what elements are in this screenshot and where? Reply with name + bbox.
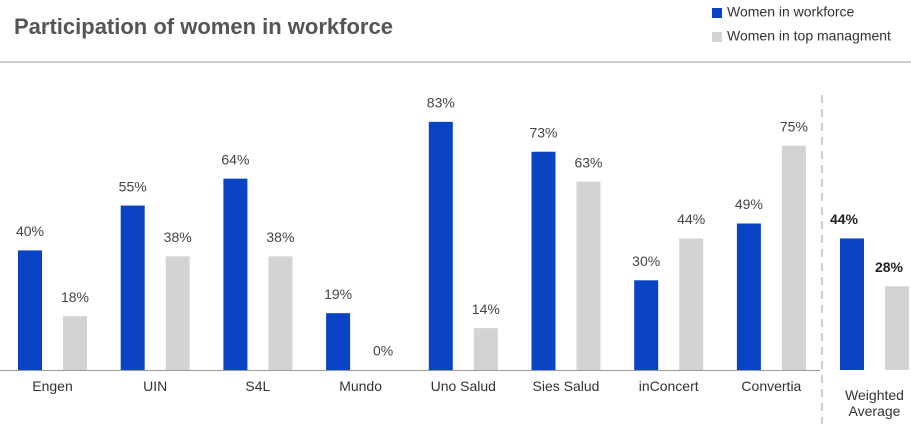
bar xyxy=(165,256,190,370)
bar xyxy=(268,256,293,370)
data-label: 49% xyxy=(735,196,763,212)
legend-swatch xyxy=(712,8,722,18)
data-label: 44% xyxy=(830,211,859,227)
data-label: 44% xyxy=(677,211,705,227)
x-tick-label: Sies Salud xyxy=(532,378,600,394)
data-label: 40% xyxy=(16,223,44,239)
data-label: 14% xyxy=(472,301,500,317)
data-label: 55% xyxy=(119,178,147,194)
bar xyxy=(326,313,351,370)
x-tick-label: Engen xyxy=(32,378,73,394)
x-tick-label: Weighted Average xyxy=(845,387,904,419)
bar xyxy=(473,328,498,370)
data-label: 63% xyxy=(574,154,602,170)
bar xyxy=(885,286,909,370)
data-label: 64% xyxy=(221,151,249,167)
x-tick-label: inConcert xyxy=(638,378,699,394)
data-label: 75% xyxy=(780,118,808,134)
legend-label: Women in top managment xyxy=(727,28,891,44)
data-label: 19% xyxy=(324,286,352,302)
bar xyxy=(120,205,145,370)
x-tick-label: S4L xyxy=(245,378,271,394)
data-label: 28% xyxy=(875,259,904,275)
bar xyxy=(576,181,601,370)
bar xyxy=(531,151,556,370)
data-label: 38% xyxy=(266,229,294,245)
bar xyxy=(428,121,453,370)
bar xyxy=(63,316,87,370)
data-label: 30% xyxy=(632,253,660,269)
data-label: 18% xyxy=(61,289,89,305)
data-label: 83% xyxy=(427,95,455,111)
legend-label: Women in workforce xyxy=(727,4,855,20)
bar xyxy=(679,238,704,370)
x-tick-label: Uno Salud xyxy=(430,378,496,394)
bar xyxy=(18,250,42,370)
bar xyxy=(634,280,659,370)
data-label: 73% xyxy=(529,124,557,140)
legend-swatch xyxy=(712,32,722,42)
bar xyxy=(736,223,761,370)
x-tick-label: Mundo xyxy=(339,378,382,394)
bar xyxy=(781,145,806,370)
bar xyxy=(840,238,864,370)
x-tick-label: UIN xyxy=(143,378,168,394)
data-label: 0% xyxy=(373,343,393,359)
x-tick-label: Convertia xyxy=(741,378,802,394)
data-label: 38% xyxy=(164,229,192,245)
bar xyxy=(223,178,248,370)
chart-title: Participation of women in workforce xyxy=(14,14,393,39)
